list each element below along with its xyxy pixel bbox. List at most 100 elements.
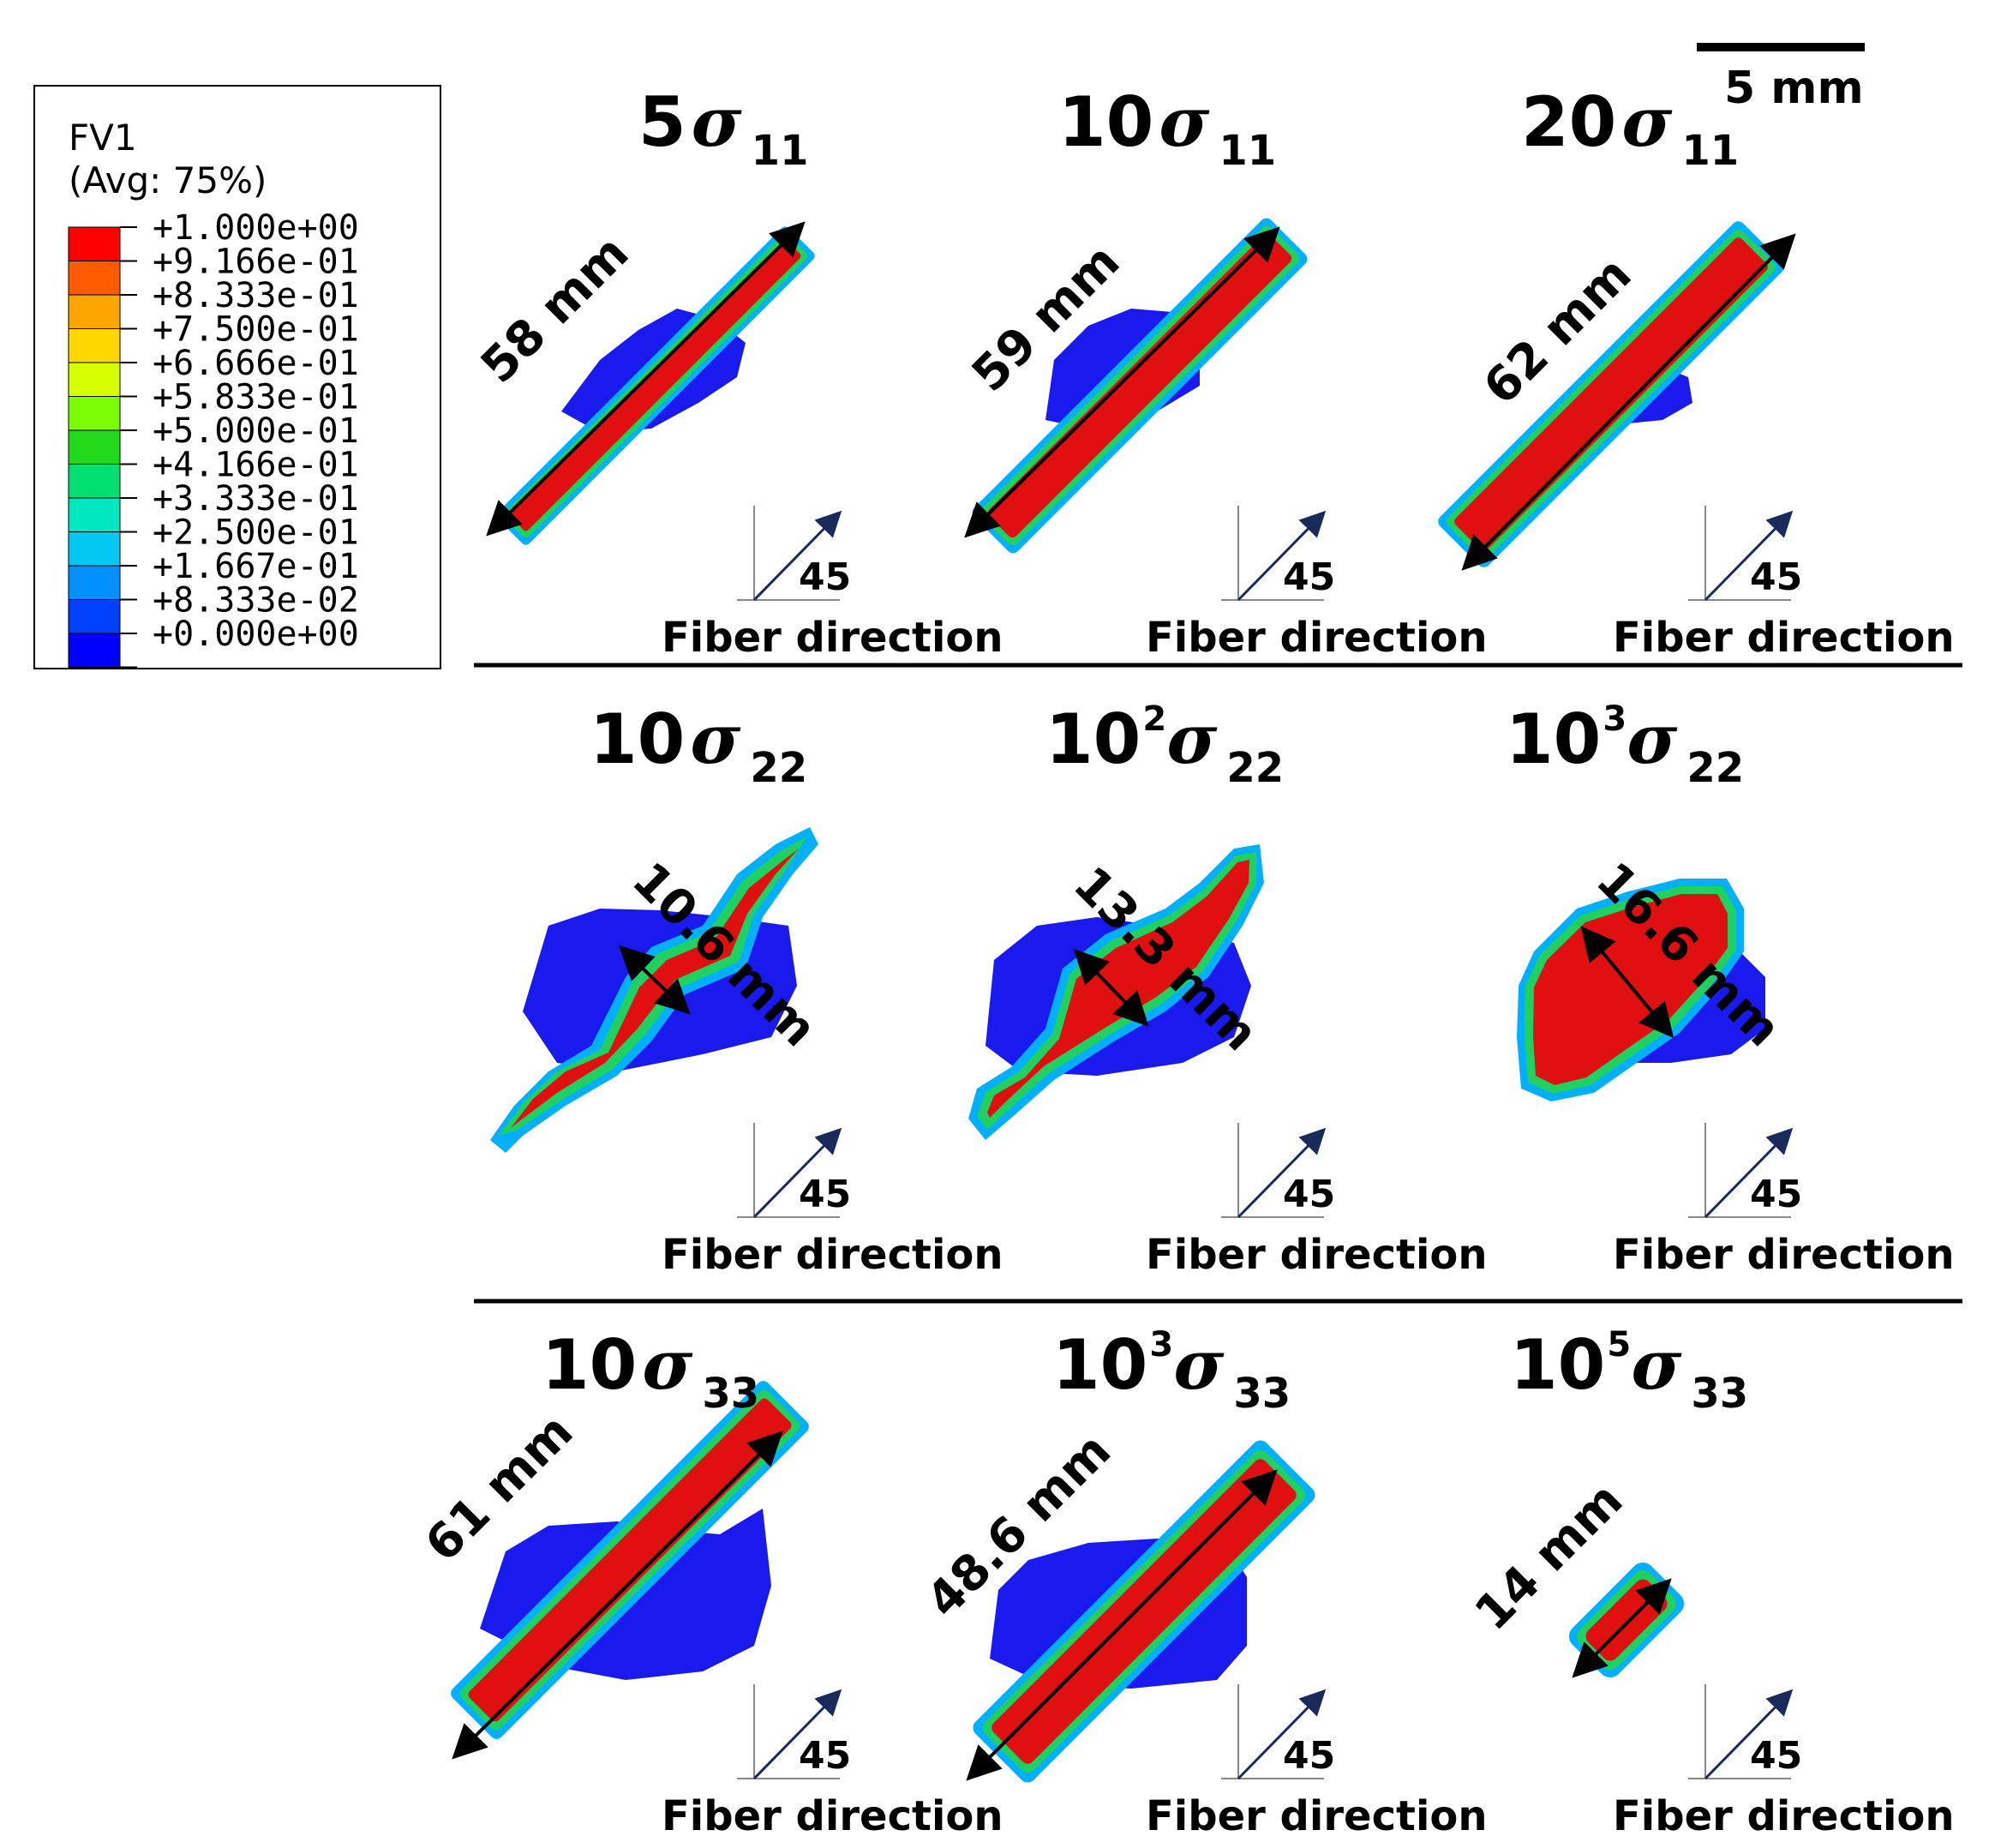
legend-swatch bbox=[68, 396, 121, 431]
legend-value: +8.333e-01 bbox=[153, 276, 359, 315]
legend-swatch bbox=[68, 531, 121, 567]
title-exponent: 5 bbox=[1607, 1325, 1631, 1365]
title-coefficient: 10 bbox=[1052, 1325, 1147, 1405]
title-subscript: 11 bbox=[752, 127, 809, 175]
width-arrow bbox=[1073, 949, 1149, 1027]
fiber-direction-indicator: 45 Fiber direction bbox=[1613, 1684, 1955, 1840]
panel-title: 10 σ 22 bbox=[590, 699, 807, 792]
fiber-arrow bbox=[752, 1689, 842, 1780]
fiber-arrow bbox=[1237, 510, 1327, 602]
panel-10-sigma-33: 61 mm bbox=[415, 1381, 809, 1760]
fiber-direction-indicator: 45 Fiber direction bbox=[1146, 1684, 1488, 1840]
title-sigma: σ bbox=[1166, 699, 1217, 779]
angle-label: 45 bbox=[1283, 555, 1335, 599]
title-sigma: σ bbox=[1631, 1324, 1681, 1405]
legend-swatch bbox=[68, 633, 121, 668]
angle-label: 45 bbox=[1750, 1173, 1802, 1216]
title-coefficient: 10 bbox=[1045, 699, 1141, 779]
legend-value: +3.333e-01 bbox=[153, 479, 359, 519]
fiber-arrow bbox=[1704, 510, 1794, 602]
legend: FV1 (Avg: 75%) +1.000e+00+9.166e-01+8.33… bbox=[33, 85, 441, 669]
legend-value: +0.000e+00 bbox=[153, 615, 359, 654]
legend-entry: +8.333e-02 bbox=[68, 581, 359, 634]
legend-subtitle: (Avg: 75%) bbox=[69, 159, 267, 201]
damage-contour bbox=[496, 226, 815, 545]
legend-entry: +1.667e-01 bbox=[68, 547, 359, 600]
legend-value: +4.166e-01 bbox=[153, 446, 359, 485]
legend-swatch bbox=[68, 294, 121, 329]
title-subscript: 11 bbox=[1681, 127, 1739, 175]
legend-value: +7.500e-01 bbox=[153, 310, 359, 350]
fiber-arrow bbox=[1237, 1127, 1327, 1219]
fiber-direction-label: Fiber direction bbox=[1146, 1792, 1488, 1840]
panel-10-sigma-22: 10.6 mm bbox=[490, 827, 827, 1153]
title-subscript: 22 bbox=[1686, 744, 1744, 792]
panel-title: 10 σ 11 bbox=[1058, 81, 1276, 175]
legend-value: +8.333e-02 bbox=[153, 581, 359, 621]
title-sigma: σ bbox=[1173, 1324, 1224, 1405]
title-subscript: 11 bbox=[1219, 127, 1276, 175]
fiber-direction-indicator: 45 Fiber direction bbox=[662, 1684, 1003, 1840]
title-sigma: σ bbox=[1627, 699, 1677, 779]
legend-value: +5.000e-01 bbox=[153, 411, 359, 451]
fiber-arrow bbox=[752, 1127, 842, 1219]
panel-10e2-sigma-22: 13.3 mm bbox=[968, 844, 1268, 1140]
length-arrow bbox=[486, 221, 806, 537]
legend-entry: +0.000e+00 bbox=[68, 615, 359, 668]
legend-entry: +8.333e-01 bbox=[68, 276, 359, 329]
panel-title: 20 σ 11 bbox=[1521, 81, 1739, 175]
legend-swatch bbox=[68, 565, 121, 600]
title-sigma: σ bbox=[690, 699, 740, 779]
title-coefficient: 20 bbox=[1521, 82, 1616, 162]
title-sigma: σ bbox=[1159, 81, 1209, 162]
legend-entry: +5.833e-01 bbox=[68, 378, 359, 431]
length-arrow bbox=[966, 1469, 1278, 1781]
legend-value: +5.833e-01 bbox=[153, 378, 359, 417]
panel-10e3-sigma-22: 16.6 mm bbox=[1517, 852, 1791, 1101]
angle-label: 45 bbox=[1283, 1173, 1335, 1216]
legend-value: +2.500e-01 bbox=[153, 513, 359, 553]
panel-10e5-sigma-33: 14 mm bbox=[1465, 1473, 1685, 1678]
legend-entry: +1.000e+00 bbox=[68, 208, 359, 261]
legend-value: +6.666e-01 bbox=[153, 344, 359, 383]
title-exponent: 3 bbox=[1149, 1325, 1173, 1365]
legend-swatch bbox=[68, 464, 121, 499]
angle-label: 45 bbox=[799, 555, 851, 599]
title-sigma: σ bbox=[642, 1324, 692, 1405]
title-coefficient: 5 bbox=[638, 82, 686, 162]
title-subscript: 33 bbox=[1691, 1370, 1748, 1418]
fiber-arrow bbox=[1237, 1689, 1327, 1780]
title-subscript: 22 bbox=[750, 744, 807, 792]
fiber-direction-label: Fiber direction bbox=[662, 1231, 1003, 1279]
fiber-direction-indicator: 45 Fiber direction bbox=[1146, 1123, 1488, 1279]
angle-label: 45 bbox=[799, 1173, 851, 1216]
title-coefficient: 10 bbox=[542, 1325, 637, 1405]
width-arrow bbox=[618, 945, 691, 1015]
legend-swatch bbox=[68, 261, 121, 296]
title-coefficient: 10 bbox=[1058, 82, 1153, 162]
title-subscript: 33 bbox=[702, 1370, 759, 1418]
title-coefficient: 10 bbox=[1510, 1325, 1605, 1405]
width-arrow bbox=[1580, 926, 1674, 1039]
length-arrow bbox=[1572, 1578, 1672, 1678]
fiber-direction-indicator: 45 Fiber direction bbox=[662, 1123, 1003, 1279]
fiber-arrow bbox=[1704, 1127, 1794, 1219]
fiber-arrow bbox=[1704, 1689, 1794, 1780]
legend-value: +9.166e-01 bbox=[153, 243, 359, 282]
panel-title: 10 3 σ 33 bbox=[1052, 1324, 1291, 1418]
title-sigma: σ bbox=[1621, 81, 1672, 162]
title-exponent: 3 bbox=[1603, 699, 1627, 739]
length-arrow bbox=[452, 1431, 783, 1760]
legend-swatch bbox=[68, 328, 121, 363]
fiber-direction-indicator: 45 Fiber direction bbox=[662, 506, 1003, 662]
fiber-direction-label: Fiber direction bbox=[1613, 614, 1955, 662]
title-subscript: 33 bbox=[1233, 1370, 1291, 1418]
angle-label: 45 bbox=[1283, 1734, 1335, 1778]
fiber-arrow bbox=[752, 510, 842, 602]
title-coefficient: 10 bbox=[590, 699, 685, 779]
scale-bar-label: 5 mm bbox=[1724, 63, 1864, 114]
title-exponent: 2 bbox=[1142, 699, 1166, 739]
angle-label: 45 bbox=[1750, 555, 1802, 599]
